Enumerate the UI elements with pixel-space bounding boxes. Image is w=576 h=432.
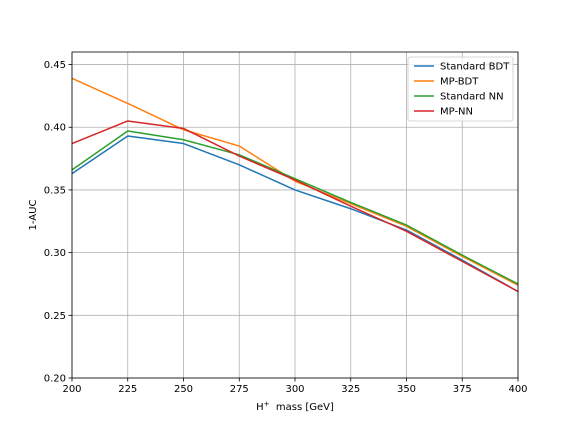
- x-tick-label: 325: [341, 384, 360, 395]
- series-line-3: [71, 130, 519, 285]
- x-axis-label-sup: +: [264, 400, 270, 408]
- x-tick-label: 375: [453, 384, 472, 395]
- legend-label-2: MP-BDT: [440, 77, 479, 88]
- x-axis-label: H+ mass [GeV]: [256, 400, 334, 413]
- series-line-2: [71, 77, 519, 286]
- x-axis-label-main: H: [256, 402, 264, 413]
- legend-frame: [407, 56, 514, 122]
- axis-ticks: 200 225 250 275 300 325 350 375 400 0.20 0.25 0.30 0…: [44, 60, 528, 395]
- series-lines: [71, 77, 519, 293]
- x-axis-label-rest: mass [GeV]: [270, 402, 334, 413]
- legend-label-1: Standard BDT: [440, 62, 510, 73]
- y-tick-label: 0.45: [44, 60, 66, 71]
- y-tick-label: 0.30: [44, 248, 66, 259]
- x-tick-label: 250: [174, 384, 193, 395]
- x-tick-label: 350: [397, 384, 416, 395]
- series-line-1: [71, 135, 519, 293]
- x-tick-label: 400: [508, 384, 527, 395]
- y-tick-label: 0.40: [44, 123, 66, 134]
- y-tick-label: 0.35: [44, 185, 66, 196]
- legend-label-4: MP-NN: [440, 107, 473, 118]
- x-tick-label: 300: [285, 384, 304, 395]
- x-tick-label: 275: [230, 384, 249, 395]
- x-tick-label: 225: [118, 384, 137, 395]
- y-tick-label: 0.20: [44, 374, 66, 385]
- y-axis-label: 1-AUC: [28, 200, 39, 231]
- series-line-4: [71, 120, 519, 293]
- legend-label-3: Standard NN: [440, 92, 504, 103]
- legend: Standard BDT MP-BDT Standard NN MP-NN: [407, 56, 514, 122]
- x-tick-label: 200: [62, 384, 81, 395]
- y-tick-label: 0.25: [44, 311, 66, 322]
